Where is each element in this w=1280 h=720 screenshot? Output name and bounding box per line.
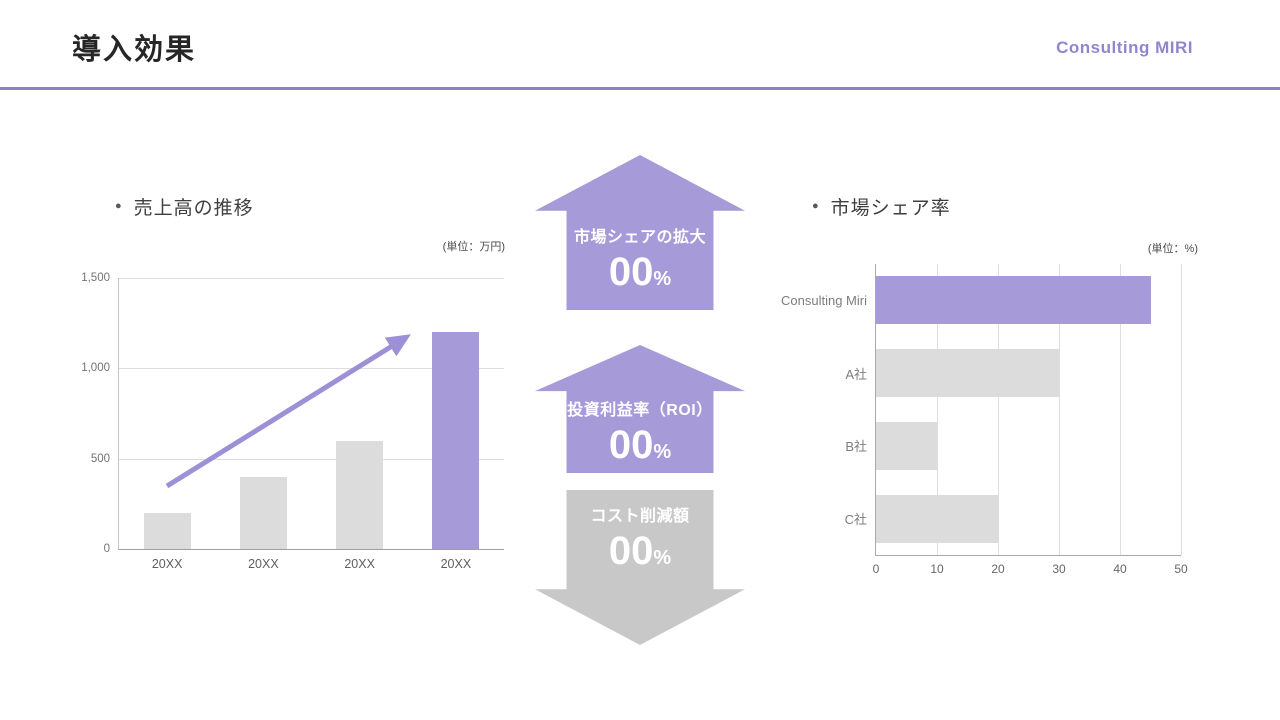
share-x-ticks: 0 10 20 30 40 50: [872, 562, 1188, 578]
kpi-arrow-down: コスト削減額 00%: [535, 490, 745, 645]
kpi-arrow-label: 市場シェアの拡大: [573, 229, 706, 246]
kpi-value-number: 00: [608, 250, 654, 294]
kpi-arrow-up: 市場シェアの拡大 00%: [535, 155, 745, 310]
gridline: [937, 264, 938, 555]
kpi-arrow-up: 投資利益率（ROI） 00%: [535, 345, 745, 473]
kpi-value-suffix: %: [653, 440, 672, 463]
share-category-label: B社: [845, 439, 867, 455]
kpi-arrow-label: 投資利益率（ROI）: [567, 401, 713, 419]
sales-x-label: 20XX: [344, 557, 375, 571]
gridline: [1120, 264, 1121, 555]
kpi-arrow-label: コスト削減額: [590, 508, 690, 525]
sales-x-label: 20XX: [440, 557, 472, 571]
sales-x-label: 20XX: [151, 557, 183, 571]
kpi-arrow-value: 00%: [609, 252, 671, 292]
share-heading-label: 市場シェア率: [830, 198, 951, 219]
share-bar-row: [876, 494, 1181, 543]
sales-y-tick-label: 500: [90, 452, 110, 465]
share-x-tick-label: 10: [930, 562, 944, 576]
sales-y-tick-label: 1,500: [81, 272, 110, 284]
share-section-heading: ● 市場シェア率: [812, 193, 951, 220]
share-bar-row: [876, 349, 1181, 398]
sales-heading-label: 売上高の推移: [133, 198, 254, 219]
sales-x-label: 20XX: [248, 557, 279, 571]
share-bar: [876, 421, 937, 470]
sales-bar-slot: [312, 278, 408, 549]
sales-x-labels: 20XX 20XX 20XX 20XX: [119, 557, 504, 571]
sales-y-tick-label: 1,000: [81, 362, 110, 375]
kpi-arrows: 市場シェアの拡大 00% 投資利益率（ROI） 00% コスト削減額 00%: [535, 155, 745, 645]
sales-bar-slot: [215, 278, 311, 549]
sales-bar-slot: [408, 278, 504, 549]
bullet-icon: ●: [812, 200, 820, 212]
share-rows: [876, 264, 1181, 555]
sales-bar: [336, 440, 384, 549]
brand-logo: Consulting MIRI: [1056, 38, 1193, 57]
sales-chart: 0 500 1,000 1,500 20XX 20XX 20XX 20XX: [81, 272, 504, 571]
sales-bars: [119, 278, 504, 549]
share-bar-row: [876, 276, 1181, 325]
share-bar-row: [876, 421, 1181, 470]
sales-bar-slot: [119, 278, 215, 549]
kpi-value-number: 00: [608, 529, 654, 573]
share-bar: [876, 276, 1151, 325]
sales-y-tick-label: 0: [103, 543, 110, 555]
share-category-label: A社: [845, 366, 867, 382]
share-category-label: C社: [844, 512, 867, 528]
kpi-arrow-value: 00%: [609, 531, 671, 571]
share-x-tick-label: 0: [872, 562, 880, 576]
share-chart: Consulting Miri A社 B社 C社 0 10 20 30 40 50: [781, 264, 1188, 576]
share-bar: [876, 349, 1059, 398]
gridline: [998, 264, 999, 555]
kpi-arrow-value: 00%: [609, 425, 671, 465]
share-x-tick-label: 50: [1174, 562, 1188, 576]
sales-bar: [239, 476, 287, 549]
bullet-icon: ●: [115, 200, 123, 212]
page-title: 導入効果: [72, 34, 197, 66]
kpi-value-suffix: %: [653, 547, 672, 569]
share-bar: [876, 494, 998, 543]
share-x-tick-label: 30: [1052, 562, 1066, 576]
sales-unit-label: (単位：万円): [442, 241, 505, 253]
gridline: [119, 278, 504, 279]
share-unit-label: (単位：%): [1147, 243, 1198, 255]
share-category-label: Consulting Miri: [781, 292, 867, 308]
sales-bar: [432, 332, 480, 549]
kpi-value-number: 00: [608, 422, 654, 467]
gridline: [1181, 264, 1182, 555]
share-x-tick-label: 20: [991, 562, 1005, 576]
sales-section-heading: ● 売上高の推移: [115, 193, 254, 220]
share-category-labels: Consulting Miri A社 B社 C社: [747, 264, 867, 555]
share-x-tick-label: 40: [1113, 562, 1127, 576]
kpi-value-suffix: %: [653, 268, 672, 290]
sales-bar: [143, 512, 191, 549]
header-divider: [0, 87, 1280, 90]
gridline: [1059, 264, 1060, 555]
